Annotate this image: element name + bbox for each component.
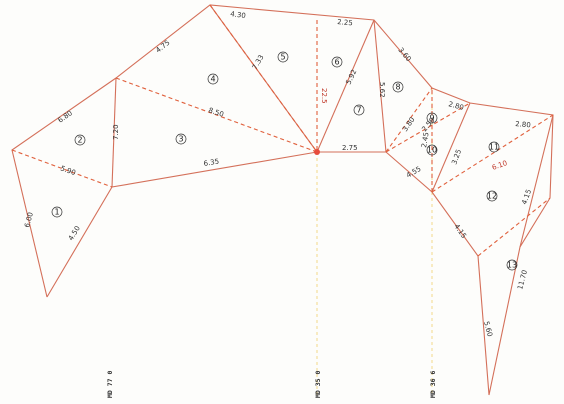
measure-right-lower-a: 4.55 (405, 165, 423, 180)
region-8: 8 (395, 83, 400, 92)
measure-upper-left: 4.75 (154, 39, 171, 55)
measure-left-outer: 6.00 (23, 211, 35, 228)
bottom-labels: MD 77 0 MD 35 0 MD 36 6 (106, 371, 437, 398)
measure-mid-base: 6.35 (203, 157, 220, 168)
region-1: 1 (54, 208, 59, 217)
measure-bottom-right: 5.60 (482, 320, 494, 337)
outline-edges (11, 4, 554, 396)
measure-top-right-diag: 5.92 (345, 68, 359, 86)
measure-left-lower: 4.50 (67, 225, 82, 242)
bottom-label-center: MD 35 0 (314, 371, 322, 398)
measure-right-short: 2.75 (342, 144, 358, 152)
region-12: 12 (487, 192, 497, 201)
center-point (314, 149, 320, 155)
measure-right-top: 2.80 (447, 100, 464, 112)
region-6: 6 (334, 58, 339, 67)
region-13: 13 (507, 261, 517, 270)
measure-right-edge: 3.60 (396, 46, 412, 63)
dashed-edges (11, 4, 554, 257)
measure-right-far: 11.70 (516, 269, 529, 290)
measure-right-upper-a: 5.62 (378, 82, 386, 98)
measure-top-mid: 2.25 (337, 18, 353, 27)
measure-right-upper-b: 3.80 (401, 116, 416, 133)
measure-right-mid: 3.25 (450, 148, 463, 165)
measure-right-top-b: 2.80 (515, 120, 531, 129)
region-3: 3 (178, 135, 183, 144)
region-9: 9 (429, 114, 434, 123)
measure-right-long: 6.10 (491, 159, 508, 172)
region-5: 5 (280, 53, 285, 62)
region-7: 7 (356, 106, 361, 115)
measure-mid-dash: 7.33 (251, 53, 266, 71)
region-labels: 1 2 3 4 5 6 7 8 9 10 11 12 13 (51, 51, 518, 271)
region-2: 2 (77, 136, 82, 145)
bottom-label-right: MD 36 6 (429, 371, 437, 398)
region-4: 4 (210, 75, 215, 84)
measure-right-lower-b: 4.15 (452, 223, 467, 240)
region-11: 11 (489, 143, 499, 152)
measure-center-vert: 22.5 (320, 88, 328, 104)
measure-top-left: 4.30 (230, 10, 247, 20)
bottom-label-left: MD 77 0 (106, 371, 114, 398)
region-10: 10 (427, 146, 437, 155)
measure-mid-long: 8.50 (207, 106, 224, 118)
measure-lower-left: 5.90 (59, 164, 76, 177)
measure-left-inner: 7.20 (112, 124, 120, 140)
measure-left-slope: 6.80 (57, 109, 74, 124)
measure-right-dash-b: 2.45 (420, 132, 431, 149)
